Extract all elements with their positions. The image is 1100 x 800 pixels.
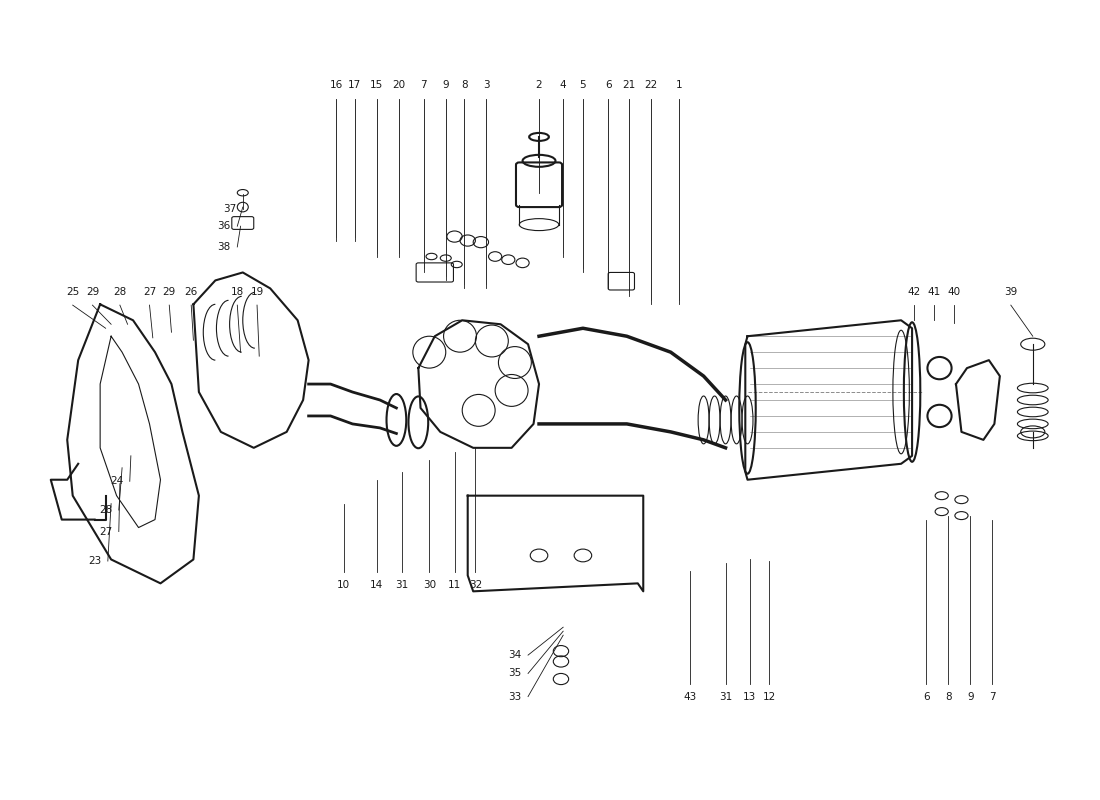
Text: 43: 43 <box>684 691 697 702</box>
Text: 31: 31 <box>719 691 733 702</box>
Text: 18: 18 <box>231 287 244 298</box>
Text: 30: 30 <box>422 580 436 590</box>
Text: 41: 41 <box>927 287 940 298</box>
Text: 7: 7 <box>420 80 427 90</box>
Text: 6: 6 <box>923 691 930 702</box>
Text: 39: 39 <box>1004 287 1018 298</box>
Text: 5: 5 <box>580 80 586 90</box>
Text: 9: 9 <box>442 80 449 90</box>
Text: 15: 15 <box>370 80 383 90</box>
Text: 19: 19 <box>251 287 264 298</box>
Text: 28: 28 <box>113 287 127 298</box>
Text: 36: 36 <box>218 222 231 231</box>
Text: 35: 35 <box>508 669 521 678</box>
Text: 10: 10 <box>338 580 350 590</box>
Text: 31: 31 <box>395 580 408 590</box>
Text: 20: 20 <box>392 80 405 90</box>
Text: 24: 24 <box>110 476 123 486</box>
Text: 26: 26 <box>185 287 198 298</box>
Text: 28: 28 <box>99 505 112 515</box>
Text: 16: 16 <box>329 80 343 90</box>
Text: 21: 21 <box>623 80 636 90</box>
Text: 11: 11 <box>448 580 461 590</box>
Text: 8: 8 <box>461 80 468 90</box>
Text: 33: 33 <box>508 691 521 702</box>
Text: 2: 2 <box>536 80 542 90</box>
Text: 40: 40 <box>947 287 960 298</box>
Text: 42: 42 <box>908 287 921 298</box>
Text: 25: 25 <box>66 287 79 298</box>
Text: 3: 3 <box>483 80 490 90</box>
Text: 23: 23 <box>88 556 101 566</box>
Text: 27: 27 <box>99 526 112 537</box>
Text: 14: 14 <box>370 580 383 590</box>
Text: 9: 9 <box>967 691 974 702</box>
Text: 37: 37 <box>223 204 236 214</box>
Text: 34: 34 <box>508 650 521 660</box>
Text: 4: 4 <box>560 80 566 90</box>
Text: 12: 12 <box>762 691 777 702</box>
Text: 17: 17 <box>348 80 361 90</box>
Text: 27: 27 <box>143 287 156 298</box>
Text: 1: 1 <box>676 80 683 90</box>
Text: 13: 13 <box>744 691 757 702</box>
Text: 32: 32 <box>469 580 482 590</box>
Text: 22: 22 <box>645 80 658 90</box>
Text: 7: 7 <box>989 691 996 702</box>
Text: 38: 38 <box>218 242 231 252</box>
Text: 29: 29 <box>163 287 176 298</box>
Text: 8: 8 <box>945 691 952 702</box>
Text: 29: 29 <box>86 287 99 298</box>
Text: 6: 6 <box>605 80 612 90</box>
